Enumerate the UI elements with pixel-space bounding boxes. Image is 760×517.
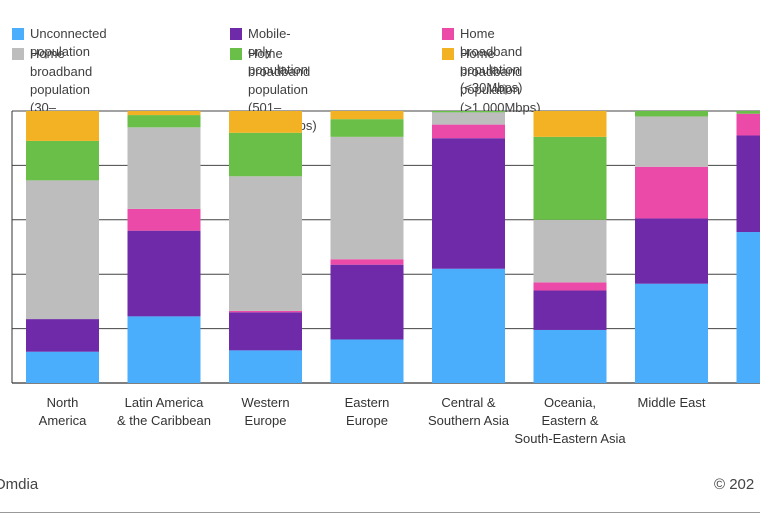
- category-label: North America: [39, 395, 87, 428]
- bar-segment: [127, 230, 201, 317]
- bar-segment: [330, 259, 404, 265]
- bar-segment: [330, 339, 404, 383]
- legend-swatch: [12, 28, 24, 40]
- category-label: Oceania, Eastern & South-Eastern Asia: [514, 395, 626, 446]
- bar-segment: [533, 329, 607, 383]
- bar-segment: [26, 111, 99, 141]
- category-label: Middle East: [638, 395, 706, 410]
- category-label: Western Europe: [241, 395, 289, 428]
- bar-segment: [736, 113, 760, 136]
- bar-segment: [127, 208, 201, 231]
- bar-segment: [533, 136, 607, 220]
- bar-segment: [229, 350, 302, 383]
- legend-swatch: [230, 48, 242, 60]
- bar-segment: [26, 180, 99, 320]
- bar-segment: [736, 111, 760, 114]
- bar-segment: [26, 140, 99, 181]
- bar-segment: [330, 264, 404, 340]
- legend-label: Unconnected population: [30, 26, 107, 59]
- bar-segment: [533, 219, 607, 283]
- category-label-line: Oceania,: [544, 395, 596, 410]
- bar-segment: [432, 112, 505, 125]
- category-label: Latin America & the Caribbean: [117, 395, 211, 428]
- legend-label: Mobile-only population: [248, 26, 308, 77]
- bar-segment: [127, 316, 201, 383]
- bar-segment: [330, 136, 404, 260]
- bar-segment: [533, 282, 607, 291]
- category-label: Eastern Europe: [345, 395, 390, 428]
- category-label-line: Middle East: [638, 395, 706, 410]
- category-label-line: Eastern &: [541, 413, 598, 428]
- category-label-line: Central &: [441, 395, 496, 410]
- bar-segment: [432, 138, 505, 269]
- bar-segment: [635, 116, 708, 167]
- category-label-line: Europe: [346, 413, 388, 428]
- bar-segment: [432, 124, 505, 139]
- bar-segment: [635, 218, 708, 284]
- bar-segment: [635, 283, 708, 383]
- bar-segment: [229, 176, 302, 311]
- category-label-line: North: [47, 395, 79, 410]
- bar-segment: [635, 166, 708, 219]
- bar-segment: [229, 132, 302, 177]
- bottom-divider: [0, 512, 760, 513]
- bar-segment: [736, 232, 760, 383]
- bar-segment: [432, 111, 505, 113]
- bar-segment: [26, 319, 99, 352]
- bar-segment: [229, 310, 302, 313]
- category-label-line: Latin America: [125, 395, 205, 410]
- copyright-label: © 202: [714, 476, 755, 493]
- category-label-line: & the Caribbean: [117, 413, 211, 428]
- bar-segment: [736, 135, 760, 233]
- bar-segment: [127, 111, 201, 116]
- bar-segment: [229, 111, 302, 133]
- bar-segment: [330, 119, 404, 137]
- category-label-line: Eastern: [345, 395, 390, 410]
- category-label-line: Western: [241, 395, 289, 410]
- category-label-line: America: [39, 413, 87, 428]
- bar-segment: [229, 312, 302, 351]
- legend-label: Home broadband population (<30Mbps): [460, 26, 523, 95]
- bar-segment: [533, 111, 607, 137]
- bar-segment: [26, 351, 99, 383]
- legend-swatch: [442, 48, 454, 60]
- category-label-line: Southern Asia: [428, 413, 510, 428]
- bar-segment: [127, 127, 201, 209]
- category-label-line: Europe: [245, 413, 287, 428]
- bar-segment: [127, 115, 201, 128]
- source-label: Omdia: [0, 476, 39, 493]
- bar-segment: [330, 111, 404, 120]
- legend-swatch: [12, 48, 24, 60]
- category-label-line: South-Eastern Asia: [514, 431, 626, 446]
- legend-swatch: [230, 28, 242, 40]
- bar-segment: [533, 290, 607, 330]
- bar-segment: [432, 268, 505, 383]
- legend-swatch: [442, 28, 454, 40]
- category-label: Central & Southern Asia: [428, 395, 510, 428]
- bar-segment: [635, 111, 708, 117]
